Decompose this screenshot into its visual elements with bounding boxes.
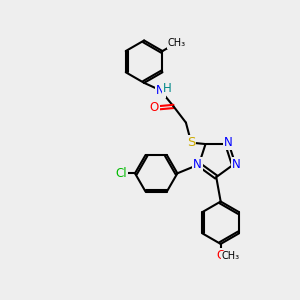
Text: N: N — [156, 84, 165, 97]
Text: O: O — [216, 249, 225, 262]
Text: N: N — [193, 158, 202, 171]
Text: S: S — [187, 136, 195, 149]
Text: N: N — [224, 136, 233, 149]
Text: Cl: Cl — [116, 167, 127, 180]
Text: N: N — [232, 158, 241, 171]
Text: CH₃: CH₃ — [168, 38, 186, 48]
Text: H: H — [162, 82, 171, 95]
Text: O: O — [150, 101, 159, 114]
Text: CH₃: CH₃ — [221, 251, 239, 261]
